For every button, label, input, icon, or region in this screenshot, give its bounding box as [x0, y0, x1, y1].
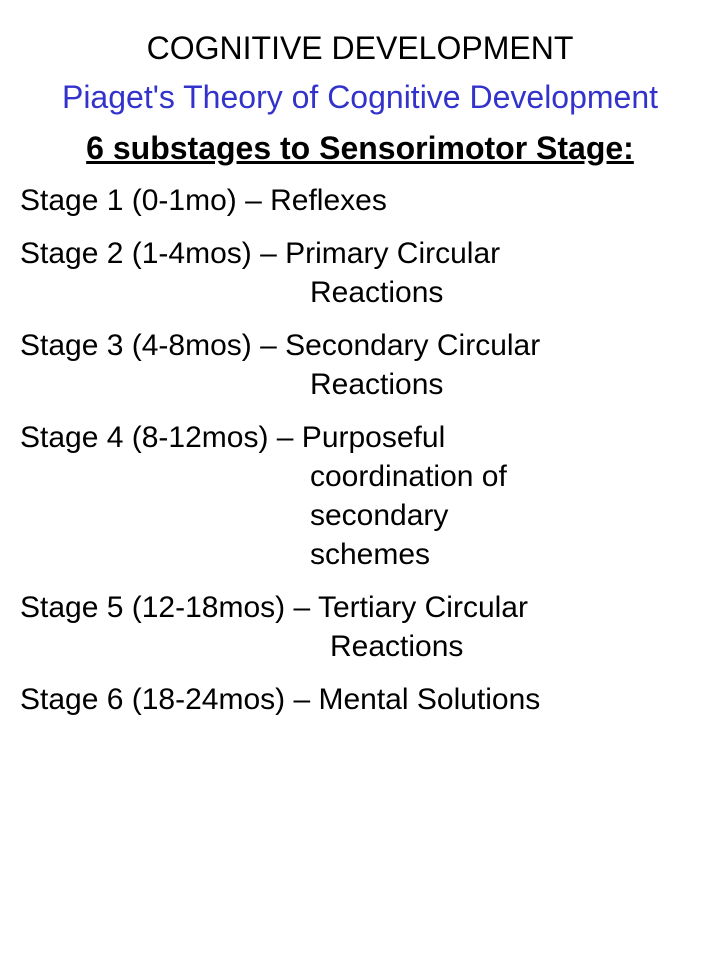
slide-subtitle: Piaget's Theory of Cognitive Development	[20, 79, 700, 116]
stage-5-line-2: Reactions	[20, 627, 700, 666]
stage-3: Stage 3 (4-8mos) – Secondary Circular Re…	[20, 326, 700, 404]
stage-1: Stage 1 (0-1mo) – Reflexes	[20, 181, 700, 220]
stage-4: Stage 4 (8-12mos) – Purposeful coordinat…	[20, 418, 700, 574]
stage-6-line-1: Stage 6 (18-24mos) – Mental Solutions	[20, 680, 700, 719]
stage-6: Stage 6 (18-24mos) – Mental Solutions	[20, 680, 700, 719]
stage-2: Stage 2 (1-4mos) – Primary Circular Reac…	[20, 234, 700, 312]
stage-2-line-1: Stage 2 (1-4mos) – Primary Circular	[20, 234, 700, 273]
stage-4-line-2: coordination of	[20, 457, 700, 496]
stage-4-line-4: schemes	[20, 535, 700, 574]
stage-3-line-2: Reactions	[20, 365, 700, 404]
stage-5-line-1: Stage 5 (12-18mos) – Tertiary Circular	[20, 588, 700, 627]
slide-title: COGNITIVE DEVELOPMENT	[20, 30, 700, 67]
stage-3-line-1: Stage 3 (4-8mos) – Secondary Circular	[20, 326, 700, 365]
slide: COGNITIVE DEVELOPMENT Piaget's Theory of…	[0, 0, 720, 960]
section-heading: 6 substages to Sensorimotor Stage:	[20, 130, 700, 167]
stage-4-line-3: secondary	[20, 496, 700, 535]
stage-1-line-1: Stage 1 (0-1mo) – Reflexes	[20, 181, 700, 220]
stage-5: Stage 5 (12-18mos) – Tertiary Circular R…	[20, 588, 700, 666]
stage-2-line-2: Reactions	[20, 273, 700, 312]
stage-4-line-1: Stage 4 (8-12mos) – Purposeful	[20, 418, 700, 457]
